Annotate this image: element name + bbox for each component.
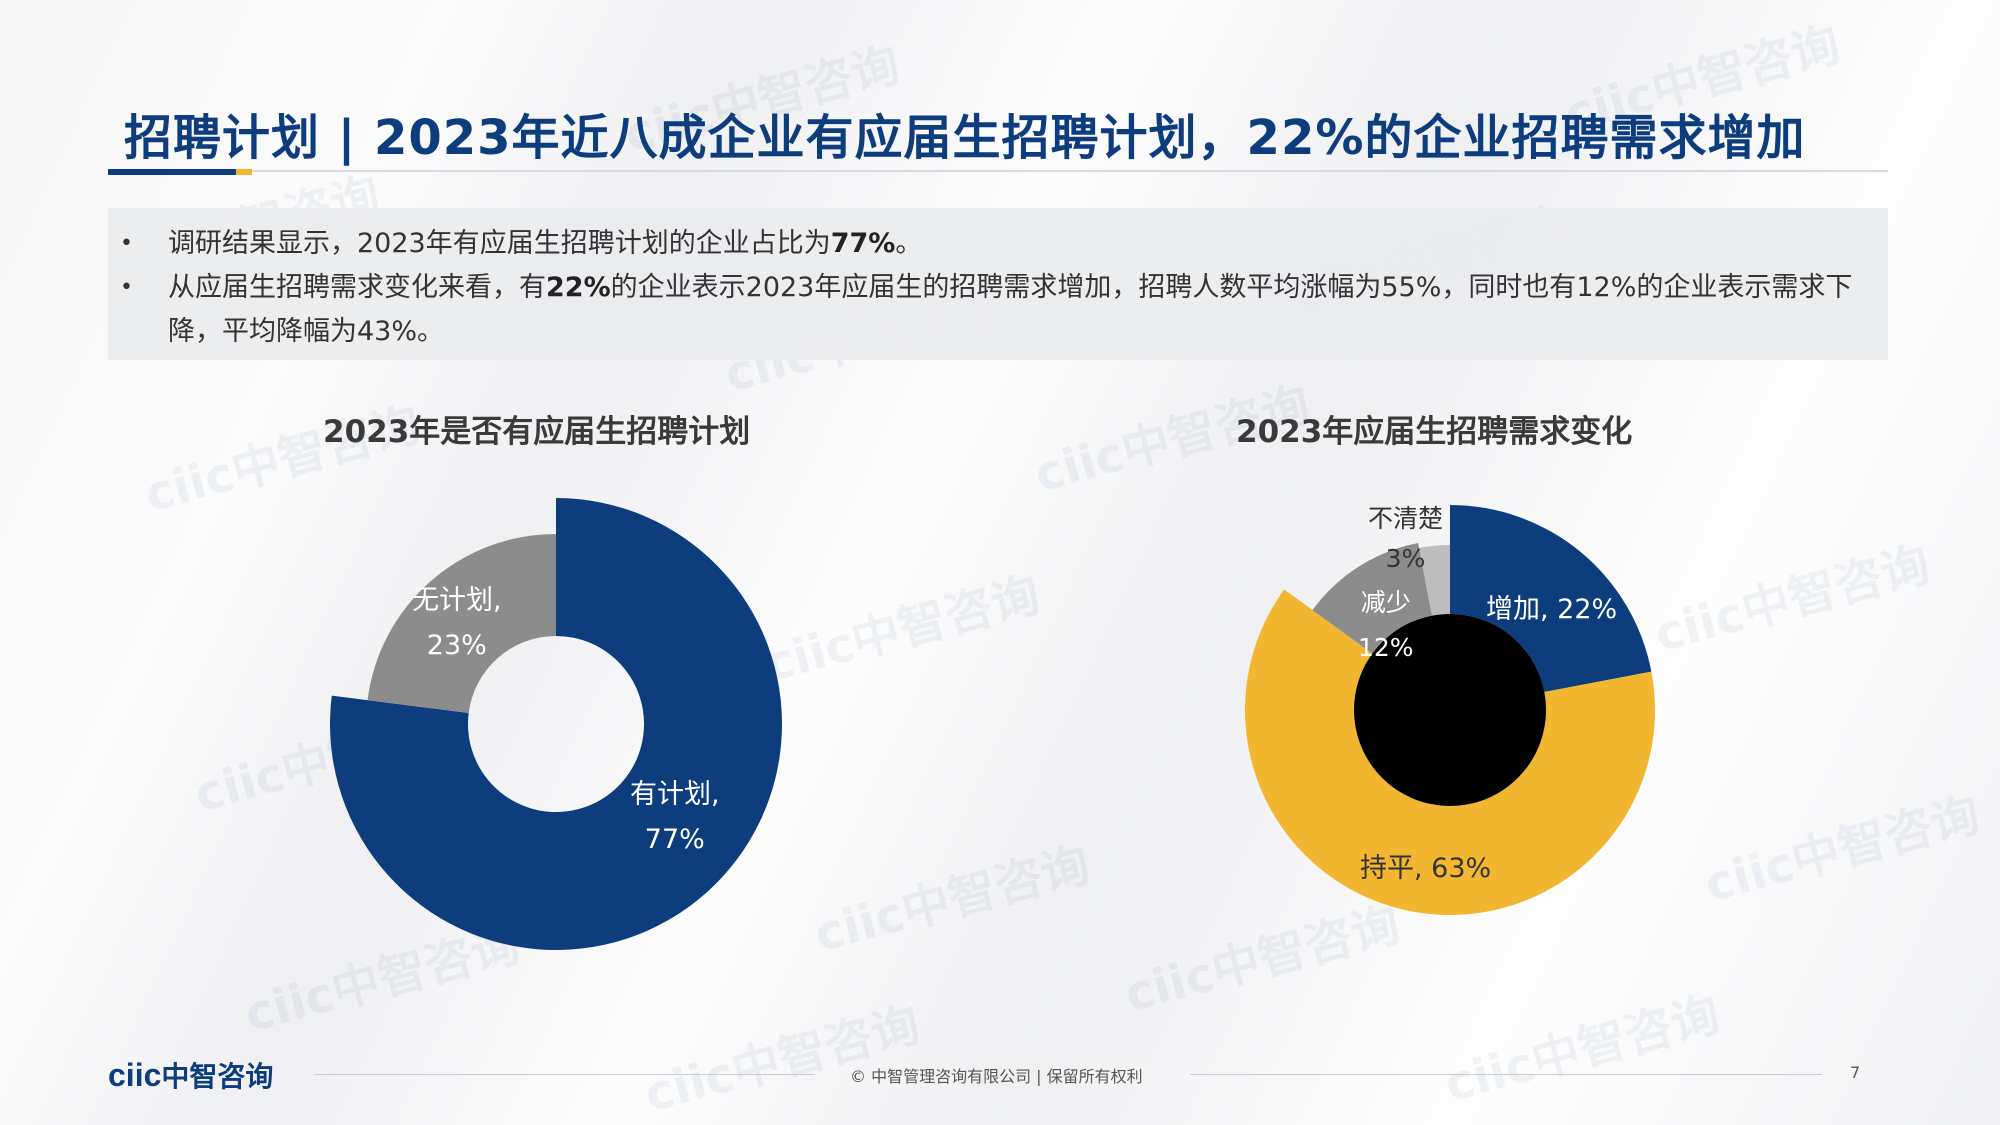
donut-demand-slice-2 bbox=[1312, 543, 1433, 654]
data-label-flat: 持平, 63% bbox=[1360, 853, 1492, 884]
watermark: ciic中智咨询 bbox=[1438, 986, 1726, 1114]
footer-divider bbox=[1190, 1074, 1822, 1075]
donut-chart-demand bbox=[1245, 505, 1655, 915]
watermark: ciic中智咨询 bbox=[638, 996, 926, 1124]
bullet-item: • 从应届生招聘需求变化来看，有22%的企业表示2023年应届生的招聘需求增加，… bbox=[120, 266, 1868, 354]
footer-divider bbox=[315, 1074, 815, 1075]
donut-plan-slice-1 bbox=[367, 534, 556, 713]
watermark: ciic中智咨询 bbox=[808, 836, 1096, 964]
data-label-value: 3% bbox=[1385, 544, 1426, 573]
bullet-dot: • bbox=[120, 275, 133, 300]
data-label-name: 有计划, bbox=[630, 779, 720, 810]
bullet-highlight: 77% bbox=[830, 228, 896, 259]
data-label-value: 23% bbox=[426, 630, 487, 661]
data-label-value: 12% bbox=[1358, 633, 1414, 662]
title-accent bbox=[108, 169, 236, 175]
watermark: ciic中智咨询 bbox=[1698, 786, 1986, 914]
title-rule bbox=[108, 170, 1888, 172]
chart-title-demand: 2023年应届生招聘需求变化 bbox=[1236, 414, 1633, 450]
summary-box: • 调研结果显示，2023年有应届生招聘计划的企业占比为77%。 • 从应届生招… bbox=[108, 208, 1888, 360]
donut-demand-slice-1 bbox=[1245, 589, 1655, 915]
data-label-name: 不清楚 bbox=[1368, 504, 1444, 533]
donut-demand-slice-0 bbox=[1450, 505, 1652, 693]
bullet-item: • 调研结果显示，2023年有应届生招聘计划的企业占比为77%。 bbox=[120, 222, 1858, 266]
data-label-name: 减少 bbox=[1360, 588, 1411, 617]
data-label-value: 77% bbox=[644, 824, 705, 855]
logo-cn-text: 中智咨询 bbox=[161, 1061, 274, 1092]
chart-title-plan: 2023年是否有应届生招聘计划 bbox=[323, 414, 751, 450]
data-label-increase: 增加, 22% bbox=[1486, 594, 1618, 625]
bullet-text: 调研结果显示，2023年有应届生招聘计划的企业占比为 bbox=[168, 228, 831, 259]
page-number: 7 bbox=[1850, 1063, 1861, 1082]
bullet-highlight: 22% bbox=[546, 272, 611, 303]
data-label-planned: 有计划, 77% bbox=[630, 772, 720, 862]
data-label-unclear: 不清楚 3% bbox=[1368, 499, 1443, 579]
title-accent-highlight bbox=[236, 169, 252, 175]
ciic-logo: ciic中智咨询 bbox=[108, 1055, 273, 1095]
donut-plan-slice-0 bbox=[329, 498, 782, 950]
bullet-text: 的企业表示2023年应届生的招聘需求增加，招聘人数平均涨幅为55%，同时也有12… bbox=[168, 272, 1853, 347]
bullet-text: 。 bbox=[895, 228, 923, 259]
bullet-text: 从应届生招聘需求变化来看，有 bbox=[168, 272, 546, 303]
page-title: 招聘计划 | 2023年近八成企业有应届生招聘计划，22%的企业招聘需求增加 bbox=[124, 110, 1806, 166]
data-label-decrease: 减少 12% bbox=[1358, 580, 1414, 670]
donut-demand-slice-3 bbox=[1419, 545, 1450, 616]
donut-demand-center bbox=[1354, 614, 1546, 806]
donut-chart-plan bbox=[329, 498, 782, 950]
footer-copyright: © 中智管理咨询有限公司 | 保留所有权利 bbox=[850, 1067, 1143, 1086]
data-label-no-plan: 无计划, 23% bbox=[412, 578, 502, 668]
bullet-dot: • bbox=[120, 231, 133, 256]
data-label-name: 无计划, bbox=[412, 585, 502, 616]
logo-text: ciic bbox=[108, 1057, 162, 1093]
